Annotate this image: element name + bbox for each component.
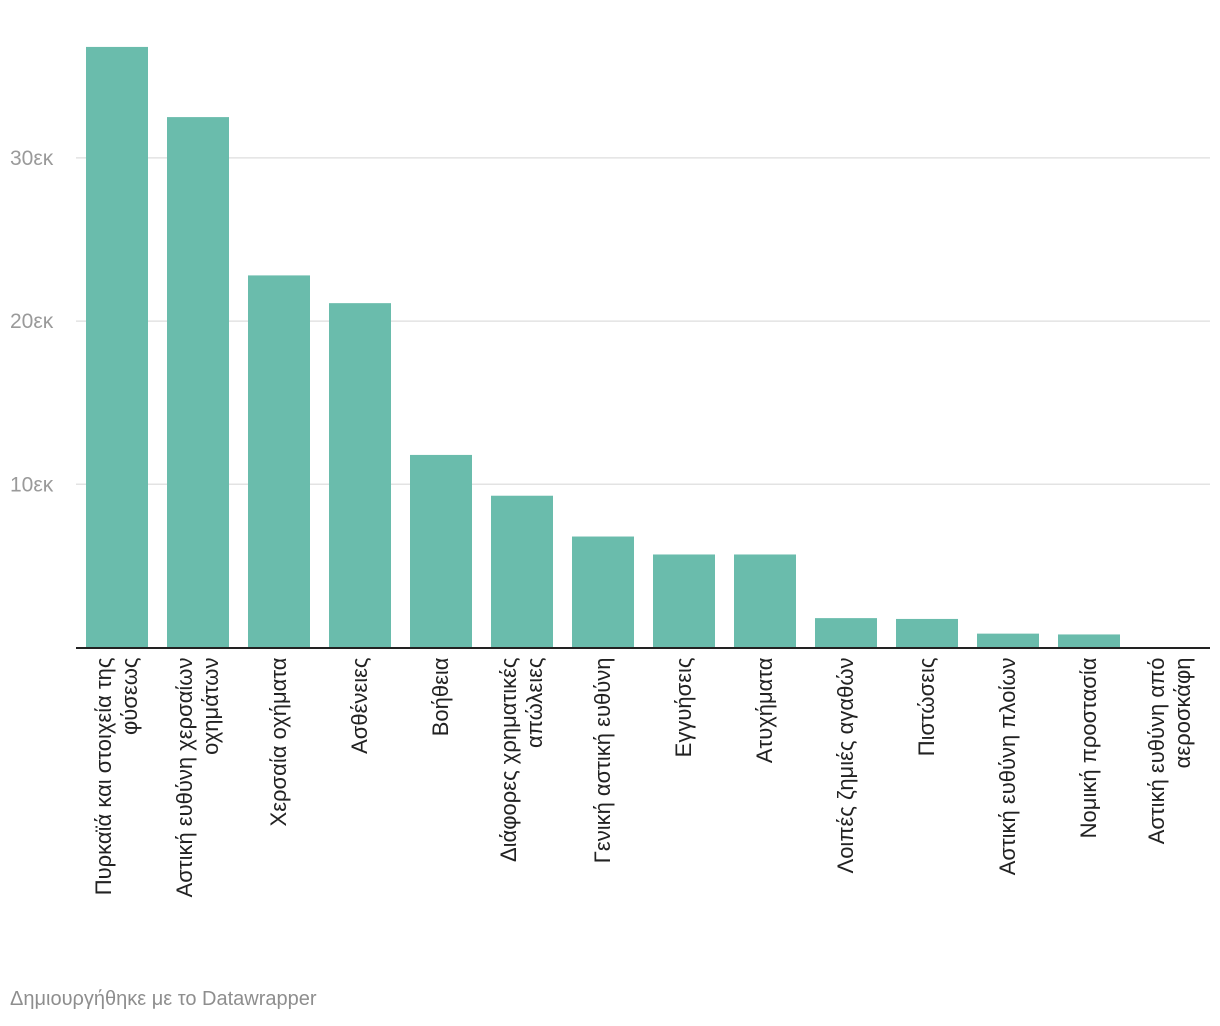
- y-tick-label: 20εκ: [10, 310, 54, 333]
- x-tick-label-line: Ατυχήματα: [752, 657, 777, 763]
- footer-credit: Δημιουργήθηκε με το Datawrapper: [10, 988, 317, 1010]
- x-tick-label: Πυρκαϊά και στοιχεία της φύσεως: [91, 658, 142, 896]
- x-tick-label-line: οχημάτων: [198, 658, 223, 755]
- x-tick-label: Διάφορες χρηματικές απώλειες: [496, 658, 547, 863]
- x-tick-label-line: φύσεως: [117, 658, 142, 735]
- bar: [248, 275, 310, 648]
- bar: [329, 303, 391, 648]
- x-tick-label-line: Πυρκαϊά και στοιχεία της: [91, 658, 116, 896]
- x-tick-label-line: Αστική ευθύνη πλοίων: [995, 658, 1020, 876]
- y-axis-ticks: 10εκ 20εκ 30εκ: [10, 147, 54, 496]
- gridlines: [76, 157, 1210, 486]
- x-tick-label: Νομική προστασία: [1076, 657, 1101, 838]
- x-tick-label-line: Διάφορες χρηματικές: [496, 658, 521, 863]
- x-tick-label-line: Λοιπές ζημιές αγαθών: [833, 658, 858, 874]
- bar: [491, 495, 553, 648]
- x-tick-label: Λοιπές ζημιές αγαθών: [833, 658, 858, 874]
- y-tick-label: 30εκ: [10, 147, 54, 170]
- x-tick-label: Εγγυήσεις: [671, 658, 696, 758]
- x-tick-label-line: Αστική ευθύνη χερσαίων: [172, 658, 197, 898]
- bar: [1058, 634, 1120, 648]
- x-tick-label: Αστική ευθύνη χερσαίων οχημάτων: [172, 658, 223, 898]
- bar: [653, 554, 715, 648]
- x-tick-label: Αστική ευθύνη από αεροσκάφη: [1144, 658, 1195, 845]
- x-tick-label-line: Ασθένειες: [347, 658, 372, 754]
- y-tick-label: 10εκ: [10, 473, 54, 496]
- bar: [572, 536, 634, 648]
- x-axis-labels: Πυρκαϊά και στοιχεία της φύσεως Αστική ευθ…: [91, 657, 1195, 897]
- bar: [815, 618, 877, 648]
- x-tick-label-line: Πιστώσεις: [914, 658, 939, 757]
- x-tick-label: Βοήθεια: [428, 657, 453, 736]
- x-tick-label: Ατυχήματα: [752, 657, 777, 763]
- bar: [167, 117, 229, 648]
- x-tick-label: Χερσαία οχήματα: [266, 657, 291, 826]
- x-tick-label-line: Εγγυήσεις: [671, 658, 696, 758]
- x-tick-label: Πιστώσεις: [914, 658, 939, 757]
- bars: [86, 46, 1201, 648]
- bar: [896, 618, 958, 648]
- x-tick-label-line: αεροσκάφη: [1170, 658, 1195, 769]
- x-tick-label: Ασθένειες: [347, 658, 372, 754]
- bar: [734, 554, 796, 648]
- x-tick-label-line: Βοήθεια: [428, 657, 453, 736]
- bar: [86, 46, 148, 648]
- bar: [977, 633, 1039, 648]
- bar: [410, 454, 472, 648]
- x-tick-label-line: Γενική αστική ευθύνη: [590, 658, 615, 864]
- x-tick-label-line: Νομική προστασία: [1076, 657, 1101, 838]
- x-tick-label-line: απώλειες: [522, 658, 547, 748]
- x-tick-label: Αστική ευθύνη πλοίων: [995, 658, 1020, 876]
- x-tick-label-line: Χερσαία οχήματα: [266, 657, 291, 826]
- x-tick-label-line: Αστική ευθύνη από: [1144, 658, 1169, 845]
- x-tick-label: Γενική αστική ευθύνη: [590, 658, 615, 864]
